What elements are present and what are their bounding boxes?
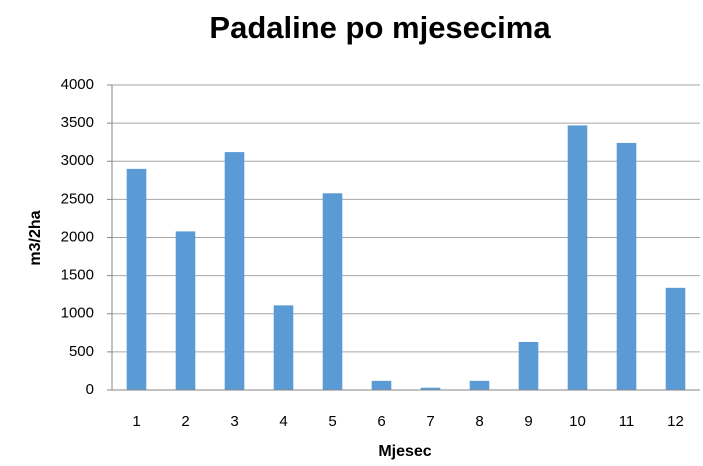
y-tick-label: 3500 [61, 114, 94, 131]
y-axis-label: m3/2ha [27, 210, 44, 265]
y-tick-label: 2000 [61, 228, 94, 245]
y-tick-label: 4000 [61, 76, 94, 93]
x-tick-label: 3 [230, 413, 238, 430]
x-tick-label: 5 [328, 413, 336, 430]
x-tick-label: 11 [619, 413, 635, 430]
x-tick-label: 12 [667, 413, 684, 430]
x-tick-label: 8 [475, 413, 483, 430]
bar [567, 125, 588, 390]
bar [126, 168, 147, 390]
bar [371, 380, 392, 390]
bar [224, 152, 245, 390]
x-tick-label: 4 [279, 413, 287, 430]
x-tick-label: 9 [524, 413, 532, 430]
bar [175, 231, 196, 390]
y-tick-label: 500 [69, 343, 94, 360]
bar [273, 305, 294, 390]
y-tick-label: 2500 [61, 190, 94, 207]
bar [518, 341, 539, 390]
x-tick-label: 10 [569, 413, 586, 430]
bar [665, 287, 686, 390]
x-tick-label: 2 [181, 413, 189, 430]
bar [420, 387, 441, 390]
bar [322, 193, 343, 390]
y-tick-label: 0 [86, 381, 94, 398]
x-axis-label: Mjesec [378, 443, 431, 460]
x-tick-label: 1 [132, 413, 140, 430]
bar [469, 380, 490, 390]
y-tick-label: 3000 [61, 152, 94, 169]
y-tick-label: 1500 [61, 267, 94, 284]
bar [616, 142, 637, 390]
y-tick-label: 1000 [61, 305, 94, 322]
chart-title: Padaline po mjesecima [209, 10, 551, 45]
x-tick-label: 6 [377, 413, 385, 430]
x-tick-label: 7 [426, 413, 434, 430]
